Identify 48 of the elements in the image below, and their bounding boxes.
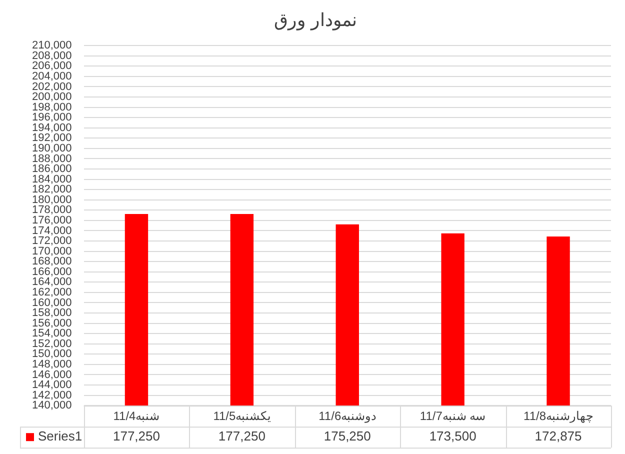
x-tick-label: 11/6دوشنبه bbox=[318, 409, 376, 424]
y-tick-label: 210,000 bbox=[32, 40, 72, 52]
y-tick-label: 150,000 bbox=[32, 348, 72, 360]
y-tick-label: 180,000 bbox=[32, 194, 72, 206]
y-tick-label: 198,000 bbox=[32, 101, 72, 114]
y-tick-label: 154,000 bbox=[32, 328, 72, 340]
y-tick-label: 152,000 bbox=[32, 338, 72, 350]
y-tick-label: 182,000 bbox=[32, 184, 72, 196]
x-tick-label: 11/8چهارشنبه bbox=[524, 409, 594, 424]
y-tick-label: 170,000 bbox=[32, 245, 72, 258]
y-tick-label: 202,000 bbox=[32, 80, 72, 93]
y-tick-label: 176,000 bbox=[32, 214, 72, 226]
y-tick-label: 196,000 bbox=[32, 112, 72, 124]
y-tick-label: 144,000 bbox=[32, 379, 72, 392]
y-tick-label: 174,000 bbox=[32, 224, 72, 237]
y-tick-label: 204,000 bbox=[32, 70, 72, 82]
y-tick-label: 140,000 bbox=[32, 400, 72, 412]
y-tick-label: 148,000 bbox=[32, 358, 72, 370]
y-tick-label: 188,000 bbox=[32, 152, 72, 165]
data-label: 177,250 bbox=[112, 428, 160, 444]
x-tick-label: 11/7سه شنبه bbox=[420, 409, 486, 424]
y-tick-label: 208,000 bbox=[32, 50, 72, 62]
y-tick-label: 178,000 bbox=[32, 204, 72, 216]
data-label: 177,250 bbox=[218, 428, 266, 444]
y-tick-label: 142,000 bbox=[32, 389, 72, 402]
y-tick-label: 190,000 bbox=[32, 142, 72, 154]
chart-title: نمودار ورق bbox=[274, 10, 358, 31]
x-tick-label: 11/5یکشنبه bbox=[213, 409, 271, 424]
data-label: 173,500 bbox=[429, 428, 476, 444]
y-tick-label: 160,000 bbox=[32, 296, 72, 309]
y-tick-label: 168,000 bbox=[32, 256, 72, 268]
y-tick-label: 184,000 bbox=[32, 173, 72, 186]
y-tick-label: 158,000 bbox=[32, 307, 72, 320]
data-label: 172,875 bbox=[534, 428, 582, 444]
y-tick-label: 192,000 bbox=[32, 132, 72, 144]
y-tick-label: 200,000 bbox=[32, 91, 72, 104]
legend-label: Series1 bbox=[38, 428, 82, 444]
x-tick-label: 11/4شنبه bbox=[113, 409, 160, 424]
y-tick-label: 166,000 bbox=[32, 266, 72, 278]
y-tick-label: 156,000 bbox=[32, 317, 72, 330]
y-tick-label: 206,000 bbox=[32, 60, 72, 72]
y-tick-label: 146,000 bbox=[32, 368, 72, 381]
y-tick-label: 194,000 bbox=[32, 122, 72, 134]
y-tick-label: 186,000 bbox=[32, 163, 72, 176]
y-tick-label: 172,000 bbox=[32, 235, 72, 248]
y-tick-label: 162,000 bbox=[32, 286, 72, 298]
data-label: 175,250 bbox=[324, 428, 371, 444]
y-tick-label: 164,000 bbox=[32, 276, 72, 288]
